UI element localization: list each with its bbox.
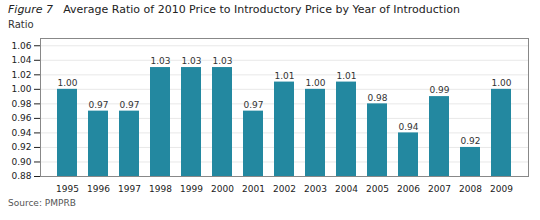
svg-text:0.92: 0.92	[460, 136, 480, 146]
svg-text:1995: 1995	[56, 184, 79, 194]
svg-text:0.99: 0.99	[429, 85, 449, 95]
svg-text:1.03: 1.03	[150, 56, 170, 66]
svg-text:1996: 1996	[87, 184, 110, 194]
svg-text:1.00: 1.00	[11, 84, 31, 94]
svg-text:0.97: 0.97	[243, 100, 263, 110]
svg-text:0.98: 0.98	[11, 99, 31, 109]
svg-text:1.01: 1.01	[336, 71, 356, 81]
svg-text:0.88: 0.88	[11, 171, 31, 181]
html-text:Ratio: Ratio	[8, 19, 34, 30]
svg-text:2002: 2002	[273, 184, 296, 194]
svg-text:0.94: 0.94	[11, 128, 31, 138]
svg-text:2008: 2008	[459, 184, 482, 194]
svg-text:0.92: 0.92	[11, 142, 31, 152]
svg-text:0.94: 0.94	[398, 122, 418, 132]
svg-text:0.98: 0.98	[367, 93, 387, 103]
svg-text:1.00: 1.00	[57, 78, 77, 88]
svg-text:1999: 1999	[180, 184, 203, 194]
html-text:Average Ratio of 2010 Price to: Average Ratio of 2010 Price to Introduct…	[63, 3, 460, 16]
svg-text:2006: 2006	[397, 184, 420, 194]
svg-text:0.97: 0.97	[119, 100, 139, 110]
svg-text:2009: 2009	[490, 184, 513, 194]
svg-text:1.03: 1.03	[212, 56, 232, 66]
svg-text:1.00: 1.00	[491, 78, 511, 88]
svg-text:1997: 1997	[118, 184, 141, 194]
svg-text:2004: 2004	[335, 184, 358, 194]
svg-text:0.90: 0.90	[11, 157, 31, 167]
svg-text:1.06: 1.06	[11, 41, 31, 51]
svg-text:1998: 1998	[149, 184, 172, 194]
svg-text:1.01: 1.01	[274, 71, 294, 81]
svg-text:2000: 2000	[211, 184, 234, 194]
svg-text:1.02: 1.02	[11, 70, 31, 80]
svg-text:2001: 2001	[242, 184, 265, 194]
svg-text:1.03: 1.03	[181, 56, 201, 66]
html-text:Source: PMPRB: Source: PMPRB	[8, 198, 76, 208]
svg-text:1.04: 1.04	[11, 55, 31, 65]
svg-text:2003: 2003	[304, 184, 327, 194]
svg-text:0.97: 0.97	[88, 100, 108, 110]
html-text:Figure 7: Figure 7	[8, 3, 54, 16]
svg-text:0.96: 0.96	[11, 113, 31, 123]
svg-text:2007: 2007	[428, 184, 451, 194]
svg-text:2005: 2005	[366, 184, 389, 194]
svg-text:1.00: 1.00	[305, 78, 325, 88]
